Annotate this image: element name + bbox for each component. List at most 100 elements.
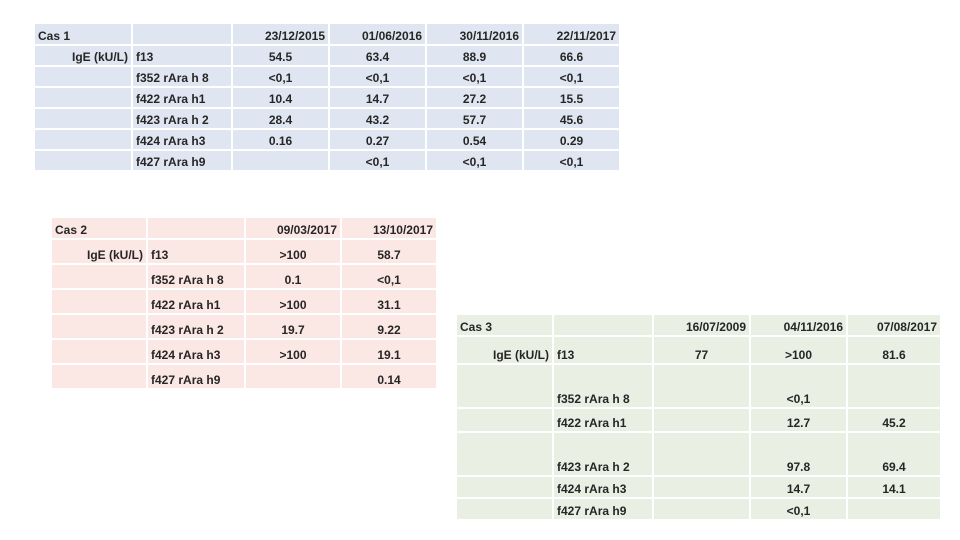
value-cell: 88.9 [427,46,522,65]
allergen-name: f352 rAra h 8 [554,365,652,407]
value-cell [233,151,328,170]
allergen-name: f424 rAra h3 [133,130,231,149]
value-cell: 0.54 [427,130,522,149]
value-cell: 45.6 [524,109,619,128]
row-spacer-cell [52,340,146,363]
unit-label: IgE (kU/L) [35,46,131,65]
value-cell: 43.2 [330,109,425,128]
allergen-name: f13 [133,46,231,65]
value-cell: 81.6 [848,337,940,363]
value-cell: <0,1 [233,67,328,86]
allergen-name: f13 [554,337,652,363]
row-spacer-cell [457,477,552,497]
value-cell [654,433,749,475]
value-cell: <0,1 [330,151,425,170]
value-cell: <0,1 [524,151,619,170]
row-spacer-cell [457,499,552,519]
date-header: 04/11/2016 [751,315,846,335]
value-cell: 28.4 [233,109,328,128]
allergen-name: f422 rAra h1 [554,409,652,431]
allergen-name: f423 rAra h 2 [554,433,652,475]
value-cell: 10.4 [233,88,328,107]
value-cell: 0.1 [246,265,340,288]
value-cell: <0,1 [427,67,522,86]
value-cell: 77 [654,337,749,363]
value-cell: 69.4 [848,433,940,475]
value-cell: >100 [246,240,340,263]
value-cell: 0.27 [330,130,425,149]
unit-label: IgE (kU/L) [457,337,552,363]
value-cell: <0,1 [427,151,522,170]
empty-header-cell [148,218,244,238]
case3-table: Cas 3 16/07/2009 04/11/2016 07/08/2017 I… [455,313,942,521]
row-spacer-cell [35,88,131,107]
value-cell: 57.7 [427,109,522,128]
row-spacer-cell [52,315,146,338]
case1-table: Cas 1 23/12/2015 01/06/2016 30/11/2016 2… [33,22,621,172]
allergen-name: f352 rAra h 8 [133,67,231,86]
allergen-name: f427 rAra h9 [148,365,244,388]
date-header: 16/07/2009 [654,315,749,335]
allergen-name: f422 rAra h1 [133,88,231,107]
date-header: 07/08/2017 [848,315,940,335]
value-cell [654,365,749,407]
table-title: Cas 3 [457,315,552,335]
value-cell: 66.6 [524,46,619,65]
row-spacer-cell [35,151,131,170]
value-cell: <0,1 [751,499,846,519]
allergen-name: f427 rAra h9 [133,151,231,170]
value-cell: 0.14 [342,365,436,388]
value-cell: 12.7 [751,409,846,431]
allergen-name: f13 [148,240,244,263]
value-cell [246,365,340,388]
unit-label: IgE (kU/L) [52,240,146,263]
allergen-name: f422 rAra h1 [148,290,244,313]
allergen-name: f352 rAra h 8 [148,265,244,288]
value-cell: <0,1 [751,365,846,407]
row-spacer-cell [35,130,131,149]
value-cell: 14.7 [330,88,425,107]
date-header: 30/11/2016 [427,24,522,44]
value-cell: 54.5 [233,46,328,65]
value-cell: 27.2 [427,88,522,107]
value-cell: 31.1 [342,290,436,313]
value-cell: <0,1 [342,265,436,288]
value-cell: 45.2 [848,409,940,431]
row-spacer-cell [457,365,552,407]
date-header: 13/10/2017 [342,218,436,238]
value-cell: 58.7 [342,240,436,263]
date-header: 01/06/2016 [330,24,425,44]
value-cell: 19.7 [246,315,340,338]
value-cell: 0.16 [233,130,328,149]
value-cell [654,499,749,519]
case2-table: Cas 2 09/03/2017 13/10/2017 IgE (kU/L) f… [50,216,438,390]
row-spacer-cell [35,67,131,86]
value-cell: 19.1 [342,340,436,363]
value-cell [654,477,749,497]
row-spacer-cell [35,109,131,128]
value-cell: 97.8 [751,433,846,475]
row-spacer-cell [457,433,552,475]
row-spacer-cell [457,409,552,431]
value-cell [848,499,940,519]
value-cell: <0,1 [330,67,425,86]
row-spacer-cell [52,290,146,313]
date-header: 23/12/2015 [233,24,328,44]
empty-header-cell [133,24,231,44]
value-cell: 0.29 [524,130,619,149]
value-cell: <0,1 [524,67,619,86]
date-header: 22/11/2017 [524,24,619,44]
value-cell [654,409,749,431]
value-cell: >100 [246,340,340,363]
value-cell: >100 [751,337,846,363]
empty-header-cell [554,315,652,335]
value-cell: >100 [246,290,340,313]
row-spacer-cell [52,265,146,288]
value-cell: 9.22 [342,315,436,338]
value-cell: 14.1 [848,477,940,497]
allergen-name: f423 rAra h 2 [148,315,244,338]
value-cell: 14.7 [751,477,846,497]
allergen-name: f424 rAra h3 [554,477,652,497]
value-cell [848,365,940,407]
